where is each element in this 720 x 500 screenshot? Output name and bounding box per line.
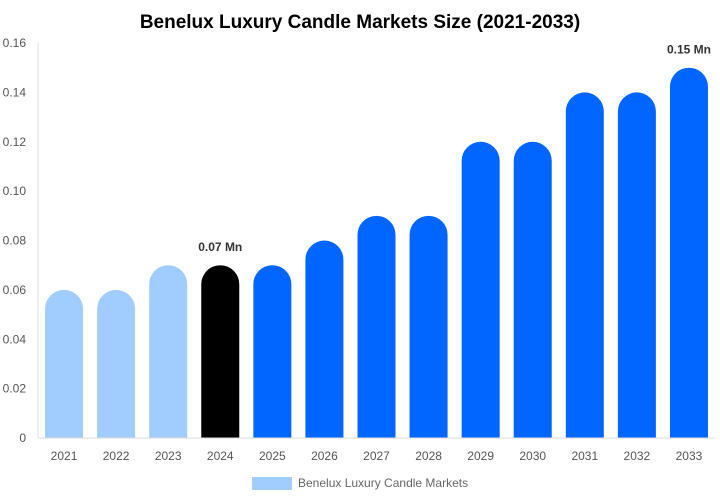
y-tick-label: 0.06 bbox=[3, 283, 27, 297]
x-tick-label: 2025 bbox=[259, 449, 286, 463]
y-tick-label: 0.04 bbox=[3, 332, 27, 346]
y-tick-label: 0.10 bbox=[3, 184, 27, 198]
bar-2031[interactable] bbox=[565, 92, 604, 438]
legend-label: Benelux Luxury Candle Markets bbox=[298, 476, 468, 490]
annotations: 0.07 Mn 0.15 Mn bbox=[198, 43, 711, 255]
data-label-2024: 0.07 Mn bbox=[198, 240, 242, 254]
y-tick-label: 0.08 bbox=[3, 234, 27, 248]
bar-2021[interactable] bbox=[45, 289, 84, 438]
bar-2022[interactable] bbox=[97, 289, 136, 438]
x-axis: 2021 2022 2023 2024 2025 2026 2027 2028 2029 2030… bbox=[38, 437, 715, 463]
x-tick-label: 2029 bbox=[467, 449, 494, 463]
data-label-2033: 0.15 Mn bbox=[667, 43, 711, 57]
y-tick-label: 0.02 bbox=[3, 382, 27, 396]
legend[interactable]: Benelux Luxury Candle Markets bbox=[252, 476, 468, 490]
bar-2024[interactable] bbox=[201, 265, 240, 438]
bar-2028[interactable] bbox=[409, 215, 448, 438]
x-tick-label: 2033 bbox=[676, 449, 703, 463]
bar-2023[interactable] bbox=[149, 265, 188, 438]
y-axis: 0 0.02 0.04 0.06 0.08 0.10 0.12 0.14 0.16 bbox=[3, 36, 39, 445]
x-tick-label: 2030 bbox=[519, 449, 546, 463]
chart-title: Benelux Luxury Candle Markets Size (2021… bbox=[140, 12, 580, 33]
x-tick-label: 2023 bbox=[155, 449, 182, 463]
y-tick-label: 0.16 bbox=[3, 36, 27, 50]
bars bbox=[45, 67, 708, 439]
bar-2026[interactable] bbox=[305, 240, 344, 439]
y-tick-label: 0 bbox=[19, 431, 26, 445]
x-tick-label: 2028 bbox=[415, 449, 442, 463]
bar-2033[interactable] bbox=[669, 67, 708, 438]
bar-2025[interactable] bbox=[253, 265, 292, 438]
x-tick-label: 2031 bbox=[571, 449, 598, 463]
x-tick-label: 2026 bbox=[311, 449, 338, 463]
x-tick-label: 2022 bbox=[103, 449, 130, 463]
x-tick-label: 2021 bbox=[51, 449, 78, 463]
x-tick-label: 2032 bbox=[624, 449, 651, 463]
bar-2027[interactable] bbox=[357, 215, 396, 438]
y-tick-label: 0.14 bbox=[3, 85, 27, 99]
bar-2030[interactable] bbox=[513, 141, 552, 438]
bar-2029[interactable] bbox=[461, 141, 500, 438]
legend-swatch bbox=[252, 477, 292, 490]
bar-2032[interactable] bbox=[617, 92, 656, 438]
y-tick-label: 0.12 bbox=[3, 135, 27, 149]
x-tick-label: 2024 bbox=[207, 449, 234, 463]
x-tick-label: 2027 bbox=[363, 449, 390, 463]
